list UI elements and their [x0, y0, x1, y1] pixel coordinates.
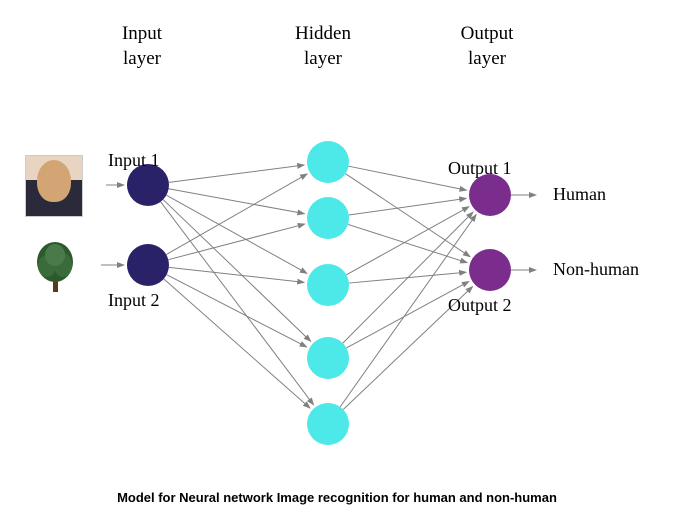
edge [169, 189, 305, 214]
output-node [469, 249, 511, 291]
output-node [469, 174, 511, 216]
edge [349, 198, 466, 215]
nodes-group [127, 141, 511, 445]
hidden-node [307, 337, 349, 379]
result-label-human: Human [553, 184, 606, 205]
edge [166, 174, 307, 255]
input-node [127, 244, 169, 286]
edge [343, 212, 473, 343]
header-output-layer: Outputlayer [452, 22, 522, 71]
label-input-2: Input 2 [108, 290, 160, 311]
label-output-1: Output 1 [448, 158, 512, 179]
header-hidden-layer: Hiddenlayer [287, 22, 359, 71]
edge [169, 165, 304, 182]
input-image-face [25, 155, 83, 217]
label-input-1: Input 1 [108, 150, 160, 171]
input-image-tree [33, 240, 78, 292]
label-output-2: Output 2 [448, 295, 512, 316]
header-input-layer: Inputlayer [112, 22, 172, 71]
edge [167, 275, 307, 347]
hidden-node [307, 264, 349, 306]
result-label-nonhuman: Non-human [553, 259, 639, 280]
hidden-node [307, 403, 349, 445]
edge [161, 202, 314, 405]
edge [166, 195, 307, 273]
edge [346, 207, 469, 275]
edge [163, 200, 311, 342]
edge [348, 224, 467, 262]
hidden-node [307, 141, 349, 183]
diagram-caption: Model for Neural network Image recogniti… [60, 490, 614, 505]
edge [345, 174, 470, 257]
hidden-node [307, 197, 349, 239]
edge [164, 279, 310, 408]
